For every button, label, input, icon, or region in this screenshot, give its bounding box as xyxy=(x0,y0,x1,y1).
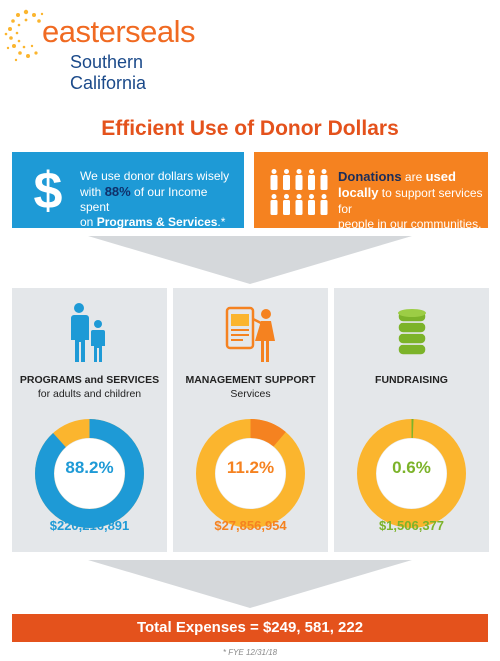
donut-value-slice xyxy=(357,419,466,528)
person-figure xyxy=(270,169,278,190)
person-figure xyxy=(283,169,290,190)
panel-programs-subtitle: for adults and children xyxy=(37,388,142,400)
logo-sub-text: Southern California xyxy=(70,52,147,93)
donut-value-slice xyxy=(35,419,144,528)
percent-highlight: 88% xyxy=(104,184,131,199)
panel-management: MANAGEMENT SUPPORT Services 11.2% $27,85… xyxy=(173,288,328,552)
person-figure xyxy=(320,194,328,215)
donut-programs xyxy=(35,419,144,528)
logo-brand-text: easterseals xyxy=(42,14,196,49)
person-figure xyxy=(308,169,315,190)
donut-management-label: 11.2% xyxy=(226,458,275,477)
panel-management-amount: $27,856,954 xyxy=(214,518,287,533)
donut-programs-label: 88.2% xyxy=(65,458,114,477)
panel-management-subtitle: Services xyxy=(230,388,271,400)
footnote: * FYE 12/31/18 xyxy=(222,648,278,657)
info-box-donations: Donations are used locally to support se… xyxy=(254,152,488,231)
donut-fundraising xyxy=(357,419,466,528)
dollar-icon: $ xyxy=(34,162,63,216)
coin-stack-icon xyxy=(397,309,427,356)
sun-icon xyxy=(4,9,44,62)
info-programs-line1: We use donor dollars wisely xyxy=(80,169,230,183)
donut-center xyxy=(215,438,286,509)
donut-center xyxy=(376,438,447,509)
info-programs-text: We use donor dollars wisely with 88% of … xyxy=(80,169,240,230)
person-figure xyxy=(320,169,328,190)
panel-programs-amount: $220,216,891 xyxy=(49,518,130,533)
page-title: Efficient Use of Donor Dollars xyxy=(101,117,399,140)
panel-programs: PROGRAMS and SERVICES for adults and chi… xyxy=(12,288,167,552)
presentation-icon xyxy=(225,306,275,362)
panel-management-title: MANAGEMENT SUPPORT xyxy=(185,374,316,386)
family-icon xyxy=(71,303,105,362)
person-figure xyxy=(295,169,303,190)
funnel-arrow-top xyxy=(88,236,412,284)
donut-management xyxy=(196,419,305,528)
total-expenses-bar: Total Expenses = $249, 581, 222 xyxy=(12,614,488,642)
person-figure xyxy=(308,194,315,215)
info-programs-line2: with 88% of our Income spent xyxy=(80,184,208,215)
info-box-programs: $ We use donor dollars wisely with 88% o… xyxy=(12,152,244,230)
person-figure xyxy=(295,194,303,215)
panel-fundraising: FUNDRAISING 0.6% $1,506,377 xyxy=(334,288,489,552)
person-figure xyxy=(283,194,290,215)
donut-value-slice xyxy=(196,419,305,528)
people-icon xyxy=(270,169,328,215)
person-figure xyxy=(270,194,278,215)
panel-fundraising-title: FUNDRAISING xyxy=(375,374,448,386)
panel-programs-title: PROGRAMS and SERVICES xyxy=(19,374,160,386)
funnel-arrow-bottom xyxy=(88,560,412,608)
info-programs-line3: on Programs & Services.* xyxy=(80,215,226,230)
logo: easterseals Southern California xyxy=(4,6,224,93)
info-donations-text: Donations are used locally to support se… xyxy=(338,169,483,231)
donut-center xyxy=(54,438,125,509)
donut-fundraising-label: 0.6% xyxy=(392,458,431,477)
panel-fundraising-amount: $1,506,377 xyxy=(378,518,445,533)
svg-text:$: $ xyxy=(34,162,63,216)
